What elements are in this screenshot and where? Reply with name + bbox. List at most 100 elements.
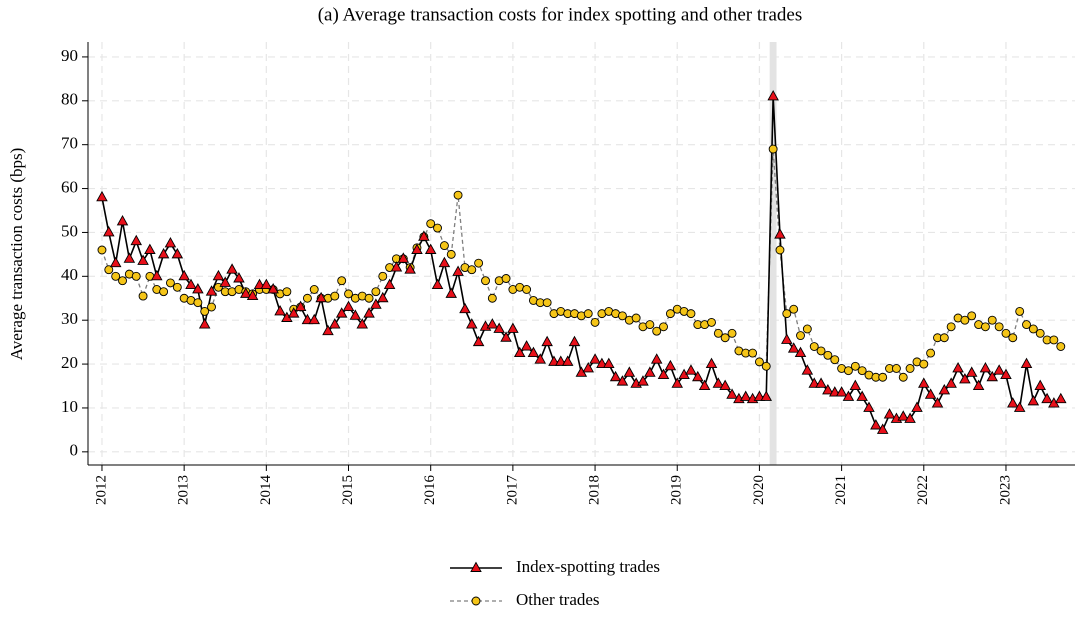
x-tick-label: 2013 <box>176 475 192 505</box>
y-tick-label: 0 <box>70 441 79 460</box>
data-point <box>433 223 442 233</box>
data-point <box>644 366 656 377</box>
data-point <box>815 377 827 388</box>
data-point <box>404 263 416 274</box>
data-point <box>878 372 888 382</box>
data-point <box>309 285 319 294</box>
data-point <box>692 370 704 382</box>
data-point <box>445 287 458 298</box>
data-point <box>104 265 114 275</box>
data-point <box>205 285 218 296</box>
y-tick-label: 70 <box>61 134 78 153</box>
data-point <box>645 320 655 330</box>
data-point <box>794 346 807 358</box>
data-point <box>748 348 758 358</box>
data-point <box>897 410 910 421</box>
data-point <box>260 278 273 290</box>
data-point <box>1056 342 1066 351</box>
data-point <box>165 278 175 288</box>
x-tick-label: 2012 <box>93 475 109 505</box>
x-tick-label: 2016 <box>422 475 438 506</box>
data-point <box>816 346 826 356</box>
data-point <box>171 247 184 259</box>
data-point <box>631 313 641 323</box>
data-point <box>1041 392 1053 404</box>
data-point <box>481 276 490 286</box>
data-point <box>130 234 143 246</box>
x-tick-label: 2023 <box>997 475 1013 505</box>
data-point <box>657 368 670 379</box>
data-point <box>1049 335 1059 345</box>
data-point <box>390 261 403 272</box>
data-point <box>542 298 552 308</box>
data-point <box>1001 328 1011 338</box>
data-point <box>501 274 511 283</box>
data-point <box>596 357 608 369</box>
data-point <box>1007 397 1019 408</box>
data-point <box>650 353 663 364</box>
data-point <box>364 293 374 303</box>
data-point <box>665 309 675 319</box>
data-point <box>411 243 423 254</box>
data-point <box>459 302 471 314</box>
data-point <box>905 364 915 373</box>
data-point <box>144 243 156 254</box>
data-point <box>802 324 812 334</box>
data-point <box>652 326 662 336</box>
data-point <box>356 318 369 329</box>
data-point <box>726 388 738 399</box>
data-point <box>522 285 532 294</box>
data-point <box>131 271 141 281</box>
data-point <box>589 353 601 364</box>
data-point <box>302 293 312 303</box>
data-point <box>226 263 238 274</box>
data-point <box>664 359 677 371</box>
data-point <box>857 366 867 376</box>
data-point <box>870 419 882 430</box>
y-tick-label: 30 <box>61 309 78 328</box>
data-point <box>637 375 649 386</box>
data-point <box>1022 320 1031 330</box>
data-point <box>775 245 785 255</box>
series-line <box>101 96 1062 432</box>
x-tick-label: 2014 <box>258 475 274 506</box>
data-point <box>555 355 567 366</box>
y-tick-label: 20 <box>61 353 78 372</box>
data-point <box>157 247 170 259</box>
data-point <box>151 269 163 281</box>
data-point <box>349 309 362 320</box>
data-point <box>561 355 574 366</box>
data-point <box>809 342 819 351</box>
data-point <box>246 289 259 301</box>
data-point <box>534 353 547 364</box>
data-point <box>623 366 636 377</box>
data-point <box>486 318 499 329</box>
data-point <box>987 315 997 325</box>
data-point <box>616 375 629 386</box>
data-point <box>219 276 232 287</box>
data-point <box>467 265 477 275</box>
data-point <box>993 364 1005 375</box>
data-point <box>938 383 951 395</box>
data-point <box>118 276 127 286</box>
data-point <box>274 304 286 316</box>
data-point <box>924 388 937 399</box>
data-point <box>308 313 321 325</box>
data-point <box>233 272 245 283</box>
y-tick-label: 10 <box>61 397 78 416</box>
data-point <box>1000 368 1012 379</box>
data-point <box>282 287 292 297</box>
legend-label: Other trades <box>516 590 600 609</box>
data-point <box>835 386 848 397</box>
data-point <box>315 291 327 303</box>
data-point <box>1028 324 1038 334</box>
data-point <box>849 379 862 390</box>
data-point <box>1008 333 1018 343</box>
data-point <box>967 311 977 321</box>
data-point <box>808 377 821 388</box>
data-point <box>287 307 300 318</box>
data-point <box>926 348 936 358</box>
y-tick-label: 90 <box>61 46 78 65</box>
data-point <box>116 215 129 226</box>
